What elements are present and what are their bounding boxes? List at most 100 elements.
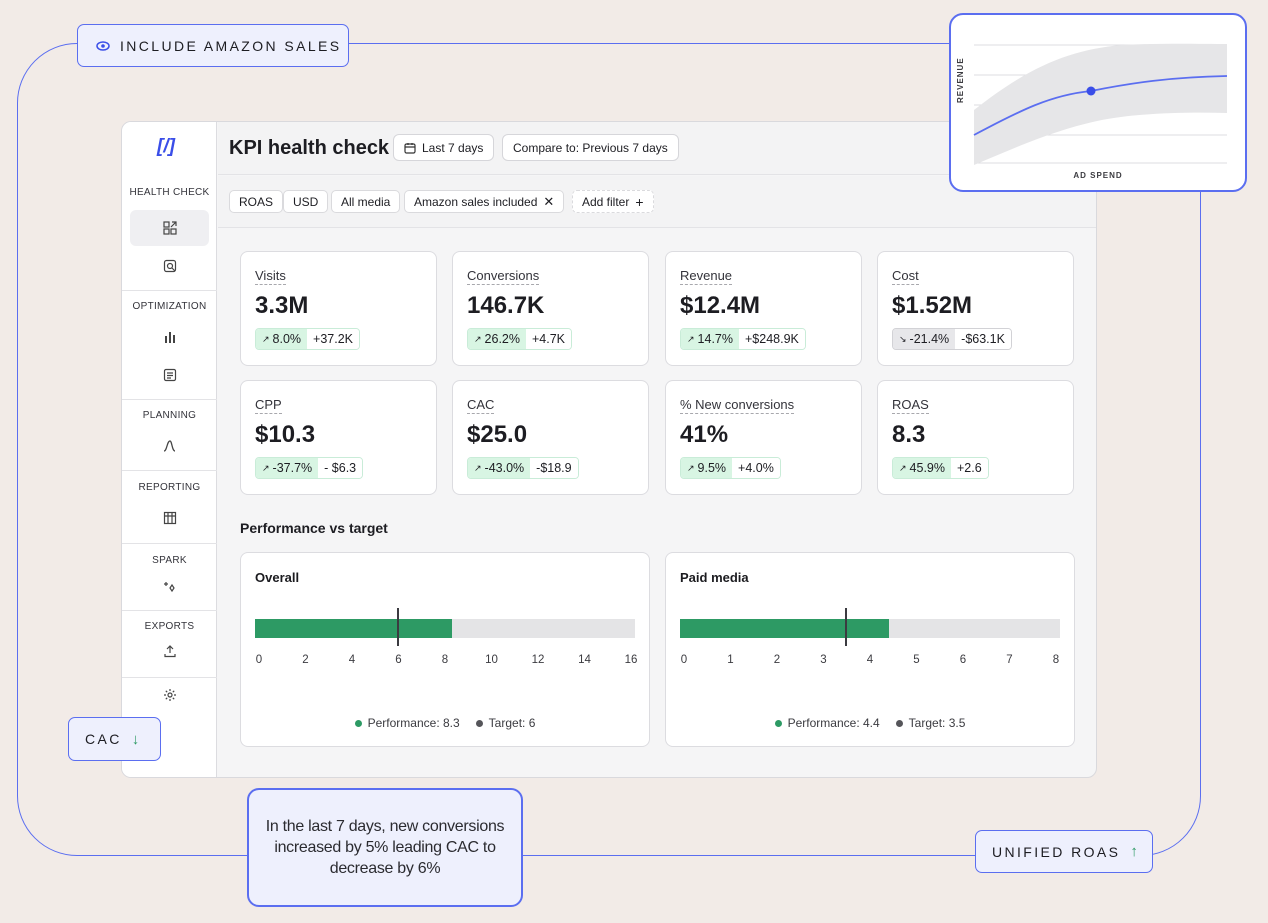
kpi-value: 8.3 xyxy=(892,421,926,448)
kpi-delta-absolute: +4.0% xyxy=(732,458,780,478)
kpi-delta-percent: ↗ 45.9% xyxy=(893,458,951,478)
axis-tick-label: 12 xyxy=(531,654,545,666)
date-range-button[interactable]: Last 7 days xyxy=(393,134,495,161)
kpi-delta-percent-value: 9.5% xyxy=(697,461,727,475)
table-report-icon[interactable] xyxy=(130,357,209,393)
kpi-delta-percent-value: 14.7% xyxy=(697,332,733,346)
sparkle-icon[interactable] xyxy=(130,569,209,605)
add-filter-label: Add filter xyxy=(582,194,630,209)
sidebar-section-planning: PLANNING xyxy=(142,410,197,421)
kpi-delta-absolute: - $6.3 xyxy=(318,458,363,478)
kpi-value: $12.4M xyxy=(680,292,761,319)
performance-card-title: Overall xyxy=(255,570,300,585)
axis-tick-label: 8 xyxy=(441,654,449,666)
trend-arrow-icon: ↗ xyxy=(262,333,270,344)
performance-bar-fill xyxy=(255,619,453,638)
cac-tag[interactable]: CAC ↓ xyxy=(68,717,161,761)
axis-tick-label: 6 xyxy=(395,654,402,666)
kpi-card[interactable]: CPP $10.3 ↗ -37.7% - $6.3 xyxy=(240,380,437,495)
filter-chip-roas-label: ROAS xyxy=(239,194,274,209)
filter-chip-amazon[interactable]: Amazon sales included ✕ xyxy=(404,190,565,213)
axis-tick-label: 6 xyxy=(959,654,967,666)
filter-chip-roas[interactable]: ROAS xyxy=(229,190,284,213)
kpi-delta-percent-value: 8.0% xyxy=(272,332,302,346)
kpi-delta-absolute: +$248.9K xyxy=(739,329,805,349)
sidebar-section-health-check: HEALTH CHECK xyxy=(129,187,210,198)
sidebar-section-exports: EXPORTS xyxy=(144,621,195,632)
kpi-delta-percent: ↗ -37.7% xyxy=(256,458,319,478)
search-report-icon[interactable] xyxy=(130,248,209,284)
kpi-delta-percent-value: 45.9% xyxy=(909,461,945,475)
cac-tag-label: CAC xyxy=(85,731,122,747)
kpi-card[interactable]: Visits 3.3M ↗ 8.0% +37.2K xyxy=(240,251,437,366)
performance-bar-fill xyxy=(680,619,889,638)
insight-callout: In the last 7 days, new conversions incr… xyxy=(247,788,523,907)
filter-chip-currency-label: USD xyxy=(293,194,319,209)
grid-table-icon[interactable] xyxy=(130,500,209,536)
filter-chip-amazon-label: Amazon sales included xyxy=(414,194,538,209)
logo: [/] xyxy=(157,136,175,157)
legend-performance-label: Performance: 8.3 xyxy=(367,716,460,730)
kpi-card[interactable]: Revenue $12.4M ↗ 14.7% +$248.9K xyxy=(665,251,862,366)
kpi-value: 3.3M xyxy=(255,292,309,319)
performance-card-overall: Overall 0 2 4 6 8 10 12 14 16 Performance: 8.3 T… xyxy=(240,552,650,747)
date-range-label: Last 7 days xyxy=(422,140,484,155)
page-title: KPI health check xyxy=(229,137,390,159)
dashboard-icon[interactable] xyxy=(130,210,209,246)
revenue-curve-chart: REVENUE AD SPEND xyxy=(949,13,1247,192)
gear-icon[interactable] xyxy=(130,677,209,713)
kpi-card[interactable]: % New conversions 41% ↗ 9.5% +4.0% xyxy=(665,380,862,495)
bar-chart-icon[interactable] xyxy=(130,319,209,355)
axis-tick-label: 4 xyxy=(348,654,356,666)
kpi-delta-absolute: +2.6 xyxy=(951,458,988,478)
compare-label: Compare to: Previous 7 days xyxy=(513,140,668,155)
add-filter-button[interactable]: Add filter + xyxy=(572,190,654,213)
kpi-delta-absolute: +4.7K xyxy=(526,329,572,349)
outer-frame xyxy=(17,43,1201,856)
kpi-card[interactable]: Cost $1.52M ↘ -21.4% -$63.1K xyxy=(877,251,1074,366)
filter-chip-currency[interactable]: USD xyxy=(283,190,329,213)
compare-button[interactable]: Compare to: Previous 7 days xyxy=(502,134,679,161)
kpi-card[interactable]: CAC $25.0 ↗ -43.0% -$18.9 xyxy=(452,380,649,495)
curve-icon[interactable] xyxy=(130,428,209,464)
axis-tick-label: 4 xyxy=(866,654,874,666)
close-icon[interactable]: ✕ xyxy=(543,193,555,209)
performance-bar-track xyxy=(255,608,635,646)
kpi-delta-percent-value: -21.4% xyxy=(909,332,950,346)
kpi-card[interactable]: ROAS 8.3 ↗ 45.9% +2.6 xyxy=(877,380,1074,495)
legend-performance: Performance: 8.3 xyxy=(354,716,460,730)
axis-tick-label: 1 xyxy=(727,654,734,666)
kpi-card[interactable]: Conversions 146.7K ↗ 26.2% +4.7K xyxy=(452,251,649,366)
trend-arrow-icon: ↗ xyxy=(474,462,482,473)
axis-tick-label: 16 xyxy=(624,654,638,666)
arrow-up-icon: ↑ xyxy=(1130,843,1138,860)
mini-chart-ylabel: REVENUE xyxy=(956,57,965,103)
legend-performance: Performance: 4.4 xyxy=(774,716,880,730)
trend-arrow-icon: ↗ xyxy=(262,462,270,473)
trend-arrow-icon: ↗ xyxy=(899,462,907,473)
filter-chip-media-label: All media xyxy=(341,194,391,209)
unified-roas-tag[interactable]: UNIFIED ROAS ↑ xyxy=(975,830,1153,873)
kpi-label: CAC xyxy=(467,397,495,414)
axis-tick-label: 14 xyxy=(578,654,591,666)
kpi-label: CPP xyxy=(255,397,282,414)
kpi-delta-percent-value: -43.0% xyxy=(484,461,525,475)
include-amazon-tag[interactable]: INCLUDE AMAZON SALES xyxy=(77,24,349,67)
kpi-label: Conversions xyxy=(467,268,540,285)
upload-icon[interactable] xyxy=(130,633,209,669)
kpi-value: 41% xyxy=(680,421,729,448)
eye-icon xyxy=(96,40,110,51)
kpi-delta-absolute: -$18.9 xyxy=(530,458,578,478)
legend-target-label: Target: 6 xyxy=(488,716,536,730)
filter-chip-media[interactable]: All media xyxy=(331,190,401,213)
trend-arrow-icon: ↗ xyxy=(687,462,695,473)
kpi-delta-absolute: -$63.1K xyxy=(955,329,1011,349)
performance-card-title: Paid media xyxy=(680,570,749,585)
axis-tick-label: 2 xyxy=(773,654,781,666)
kpi-delta-percent: ↘ -21.4% xyxy=(893,329,956,349)
legend-performance-label: Performance: 4.4 xyxy=(787,716,880,730)
kpi-delta-percent-value: -37.7% xyxy=(272,461,313,475)
kpi-delta: ↗ -37.7% - $6.3 xyxy=(255,457,364,479)
axis-tick-label: 2 xyxy=(302,654,309,666)
include-amazon-label: INCLUDE AMAZON SALES xyxy=(120,37,342,54)
